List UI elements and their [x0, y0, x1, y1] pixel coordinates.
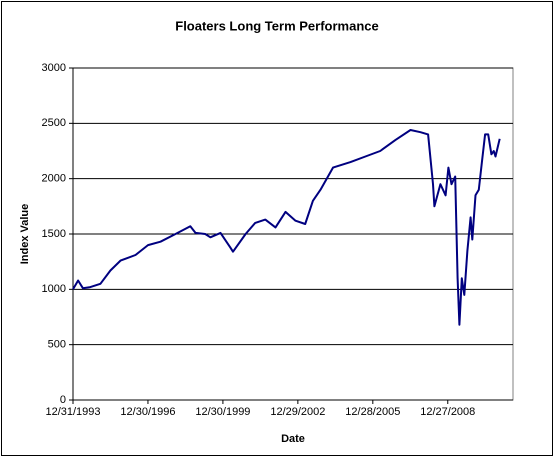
- x-tick-label: 12/29/2002: [270, 406, 325, 418]
- y-axis-label: Index Value: [19, 204, 31, 265]
- x-tick-label: 12/27/2008: [420, 406, 475, 418]
- line-series: [72, 129, 501, 326]
- y-tick-label: 0: [60, 394, 66, 406]
- y-tick-label: 500: [48, 339, 66, 351]
- y-tick-label: 2000: [42, 173, 66, 185]
- x-axis-label: Date: [281, 433, 305, 445]
- y-tick-label: 3000: [42, 62, 66, 74]
- x-tick-label: 12/28/2005: [345, 406, 400, 418]
- y-tick-label: 1000: [42, 283, 66, 295]
- x-tick-label: 12/30/1996: [120, 406, 175, 418]
- y-tick-label: 1500: [42, 228, 66, 240]
- y-tick-label: 2500: [42, 117, 66, 129]
- chart-title: Floaters Long Term Performance: [175, 18, 378, 33]
- x-tick-label: 12/31/1993: [45, 406, 100, 418]
- x-tick-label: 12/30/1999: [195, 406, 250, 418]
